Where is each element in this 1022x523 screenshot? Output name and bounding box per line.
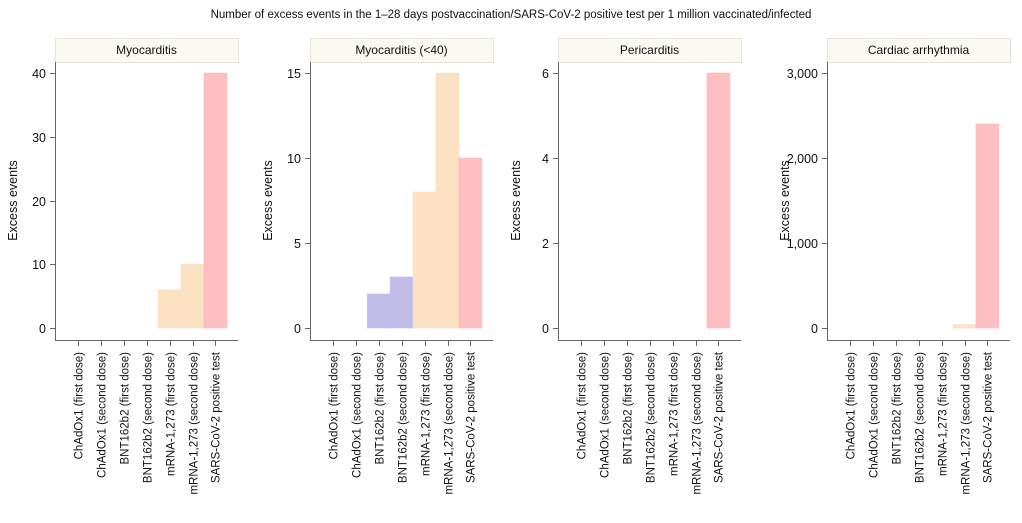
x-tick-label: SARS-CoV-2 positive test bbox=[211, 351, 223, 483]
bar bbox=[366, 293, 391, 329]
x-tick-label: ChAdOx1 (first dose) bbox=[846, 352, 858, 460]
x-tick-label: ChAdOx1 (second dose) bbox=[600, 352, 612, 478]
x-tick-label: SARS-CoV-2 positive test bbox=[714, 351, 726, 483]
y-tick-label: 0 bbox=[811, 322, 818, 336]
y-tick-label: 5 bbox=[294, 237, 301, 251]
panel-pericarditis: Pericarditis 0 2 4 6 Excess events ChAdOx1 (fi… bbox=[509, 38, 742, 495]
x-tick-label: SARS-CoV-2 positive test bbox=[983, 351, 995, 483]
bar bbox=[412, 191, 437, 329]
x-tick-label: ChAdOx1 (second dose) bbox=[869, 352, 881, 478]
y-tick-label: 2 bbox=[542, 237, 549, 251]
bar bbox=[180, 263, 205, 329]
x-tick-label: BNT162b2 (second dose) bbox=[398, 352, 410, 483]
x-tick-label: mRNA-1,273 (second dose) bbox=[692, 352, 704, 495]
x-tick-label: ChAdOx1 (first dose) bbox=[74, 352, 86, 460]
y-tick-label: 0 bbox=[39, 322, 46, 336]
panel-title: Pericarditis bbox=[620, 43, 679, 57]
x-tick-label: BNT162b2 (second dose) bbox=[143, 352, 155, 483]
x-tick-label: BNT162b2 (second dose) bbox=[915, 352, 927, 483]
bar bbox=[975, 123, 1000, 329]
bar bbox=[389, 276, 414, 329]
y-axis-label: Excess events bbox=[6, 160, 20, 241]
x-tick-label: mRNA-1,273 (second dose) bbox=[444, 352, 456, 495]
x-tick-label: BNT162b2 (first dose) bbox=[120, 352, 132, 465]
x-tick-label: mRNA-1,273 (second dose) bbox=[189, 352, 201, 495]
x-tick-label: mRNA-1,273 (first dose) bbox=[166, 352, 178, 476]
x-tick-label: mRNA-1,273 (second dose) bbox=[961, 352, 973, 495]
y-tick-label: 1,000 bbox=[787, 237, 818, 251]
panel-cardiac-arrhythmia: Cardiac arrhythmia 0 1,000 2,000 3,000 Excess… bbox=[778, 38, 1011, 495]
y-tick-label: 40 bbox=[32, 67, 46, 81]
y-tick-label: 10 bbox=[32, 258, 46, 272]
x-tick-label: mRNA-1,273 (first dose) bbox=[669, 352, 681, 476]
x-tick-label: mRNA-1,273 (first dose) bbox=[938, 352, 950, 476]
x-tick-label: BNT162b2 (first dose) bbox=[623, 352, 635, 465]
x-tick-label: BNT162b2 (first dose) bbox=[375, 352, 387, 465]
bar bbox=[157, 289, 182, 329]
y-tick-label: 20 bbox=[32, 195, 46, 209]
x-tick-label: ChAdOx1 (first dose) bbox=[329, 352, 341, 460]
panel-title: Cardiac arrhythmia bbox=[868, 43, 970, 57]
chart-title: Number of excess events in the 1–28 days… bbox=[210, 9, 812, 21]
panel-strip bbox=[827, 38, 1011, 63]
panel-strip bbox=[55, 38, 239, 63]
y-tick-label: 30 bbox=[32, 131, 46, 145]
bar bbox=[706, 72, 731, 329]
panel-title: Myocarditis bbox=[116, 43, 177, 57]
bar bbox=[952, 324, 977, 329]
y-tick-label: 4 bbox=[542, 152, 549, 166]
x-tick-label: ChAdOx1 (second dose) bbox=[352, 352, 364, 478]
y-tick-label: 10 bbox=[287, 152, 301, 166]
panel-strip bbox=[558, 38, 742, 63]
y-axis-label: Excess events bbox=[778, 160, 792, 241]
panel-myocarditis: Myocarditis 0 10 20 30 40 Excess events ChAdOx1… bbox=[6, 38, 239, 495]
panel-title: Myocarditis (<40) bbox=[355, 43, 447, 57]
y-tick-label: 0 bbox=[294, 322, 301, 336]
bar bbox=[435, 72, 460, 329]
x-tick-label: ChAdOx1 (second dose) bbox=[97, 352, 109, 478]
y-tick-label: 15 bbox=[287, 67, 301, 81]
x-tick-label: ChAdOx1 (first dose) bbox=[577, 352, 589, 460]
bar bbox=[458, 157, 483, 329]
y-tick-label: 2,000 bbox=[787, 152, 818, 166]
x-tick-label: BNT162b2 (first dose) bbox=[892, 352, 904, 465]
y-tick-label: 0 bbox=[542, 322, 549, 336]
y-tick-label: 3,000 bbox=[787, 67, 818, 81]
y-axis-label: Excess events bbox=[261, 160, 275, 241]
y-tick-label: 6 bbox=[542, 67, 549, 81]
x-tick-label: BNT162b2 (second dose) bbox=[646, 352, 658, 483]
y-axis-label: Excess events bbox=[509, 160, 523, 241]
panel-strip bbox=[310, 38, 494, 63]
panel-myocarditis-40: Myocarditis (<40) 0 5 10 15 Excess events ChAd… bbox=[261, 38, 494, 495]
x-tick-label: SARS-CoV-2 positive test bbox=[466, 351, 478, 483]
x-tick-label: mRNA-1,273 (first dose) bbox=[421, 352, 433, 476]
bar bbox=[203, 72, 228, 329]
